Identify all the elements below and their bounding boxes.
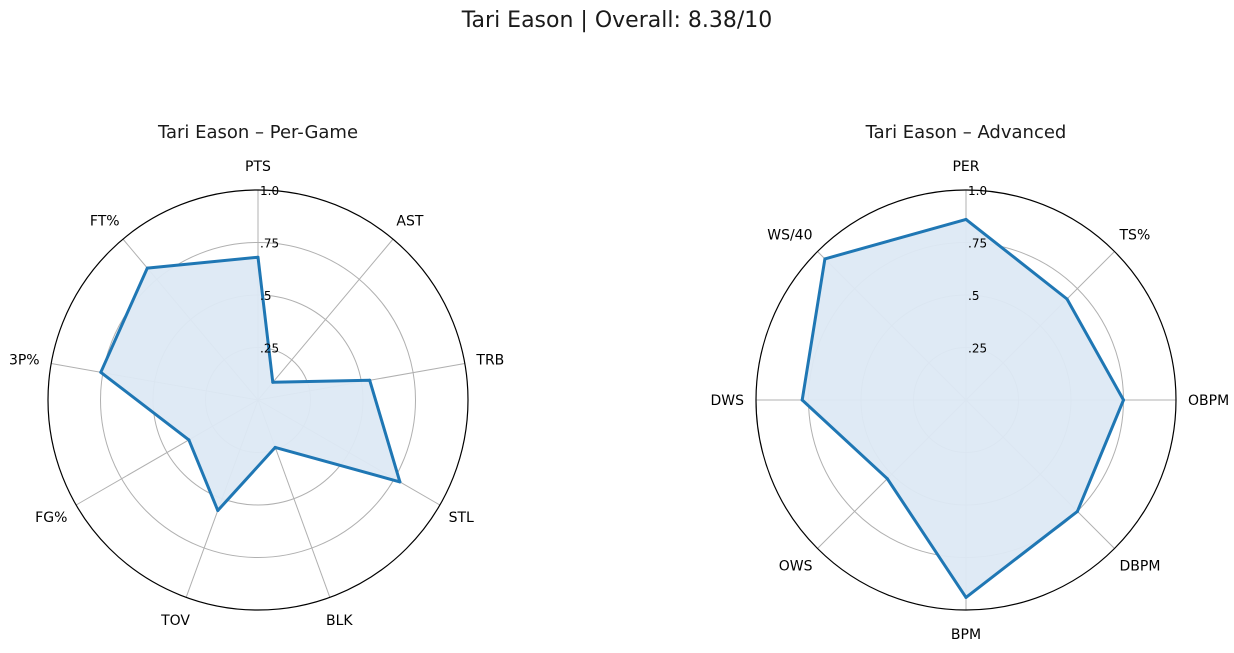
advanced-radar-chart: Tari Eason – Advanced .25 .5 .75 1.0 PER TS% OB…: [710, 122, 1229, 643]
data-point-3p-pct: [99, 370, 103, 374]
polar-frame: [755, 189, 1177, 611]
axis-label-pts: PTS: [245, 159, 271, 175]
data-point-fg-pct: [187, 438, 191, 442]
axis-label-ast: AST: [396, 214, 423, 230]
data-point-blk: [273, 445, 277, 449]
data-point-ft-pct: [145, 266, 149, 270]
grid-spoke: [257, 238, 394, 401]
data-series-polygon: [99, 255, 402, 512]
data-point-stl: [398, 480, 402, 484]
data-point-pts: [256, 255, 260, 259]
chart-title: Tari Eason – Per-Game: [157, 122, 358, 143]
axis-label-obpm: OBPM: [1188, 393, 1229, 409]
data-point-ast: [271, 380, 275, 384]
axis-label-blk: BLK: [326, 613, 353, 629]
data-point-ows: [885, 477, 889, 481]
data-point-bpm: [964, 595, 968, 599]
axis-label-tov: TOV: [160, 613, 190, 629]
axis-label-fg-pct: FG%: [35, 510, 67, 526]
axis-label-stl: STL: [449, 510, 474, 526]
axis-label-per: PER: [952, 159, 979, 175]
ring-tick-label: .25: [968, 342, 987, 356]
axis-label-ft-pct: FT%: [90, 214, 120, 230]
data-point-per: [964, 217, 968, 221]
data-point-trb: [368, 378, 372, 382]
data-series-polygon: [800, 217, 1125, 599]
ring-tick-label: .5: [968, 289, 979, 303]
axis-label-3p-pct: 3P%: [9, 352, 40, 368]
axis-label-dws: DWS: [710, 393, 744, 409]
axis-label-bpm: BPM: [951, 627, 981, 643]
axis-label-trb: TRB: [475, 352, 504, 368]
ring-tick-label: .75: [260, 237, 279, 251]
ring-tick-label: .5: [260, 289, 271, 303]
data-point-obpm: [1122, 398, 1125, 402]
axis-label-ts-pct: TS%: [1119, 228, 1151, 244]
ring-tick-label: 1.0: [968, 184, 987, 198]
axis-label-ws-40: WS/40: [767, 228, 812, 244]
ring-tick-label: .75: [968, 237, 987, 251]
chart-title: Tari Eason – Advanced: [865, 122, 1067, 143]
ring-tick-label: .25: [260, 342, 279, 356]
data-point-dbpm: [1075, 509, 1079, 513]
polar-frame: [47, 189, 469, 611]
figure-title: Tari Eason | Overall: 8.38/10: [461, 8, 773, 33]
axis-label-ows: OWS: [779, 559, 813, 575]
per-game-radar-chart: Tari Eason – Per-Game .25 .5 .75 1.0 PTS AST TR…: [9, 122, 504, 629]
data-point-ws-40: [823, 257, 827, 261]
data-point-tov: [216, 509, 220, 512]
ring-tick-label: 1.0: [260, 184, 279, 198]
axis-label-dbpm: DBPM: [1120, 559, 1161, 575]
data-point-dws: [800, 398, 804, 402]
data-point-ts-pct: [1065, 297, 1069, 301]
